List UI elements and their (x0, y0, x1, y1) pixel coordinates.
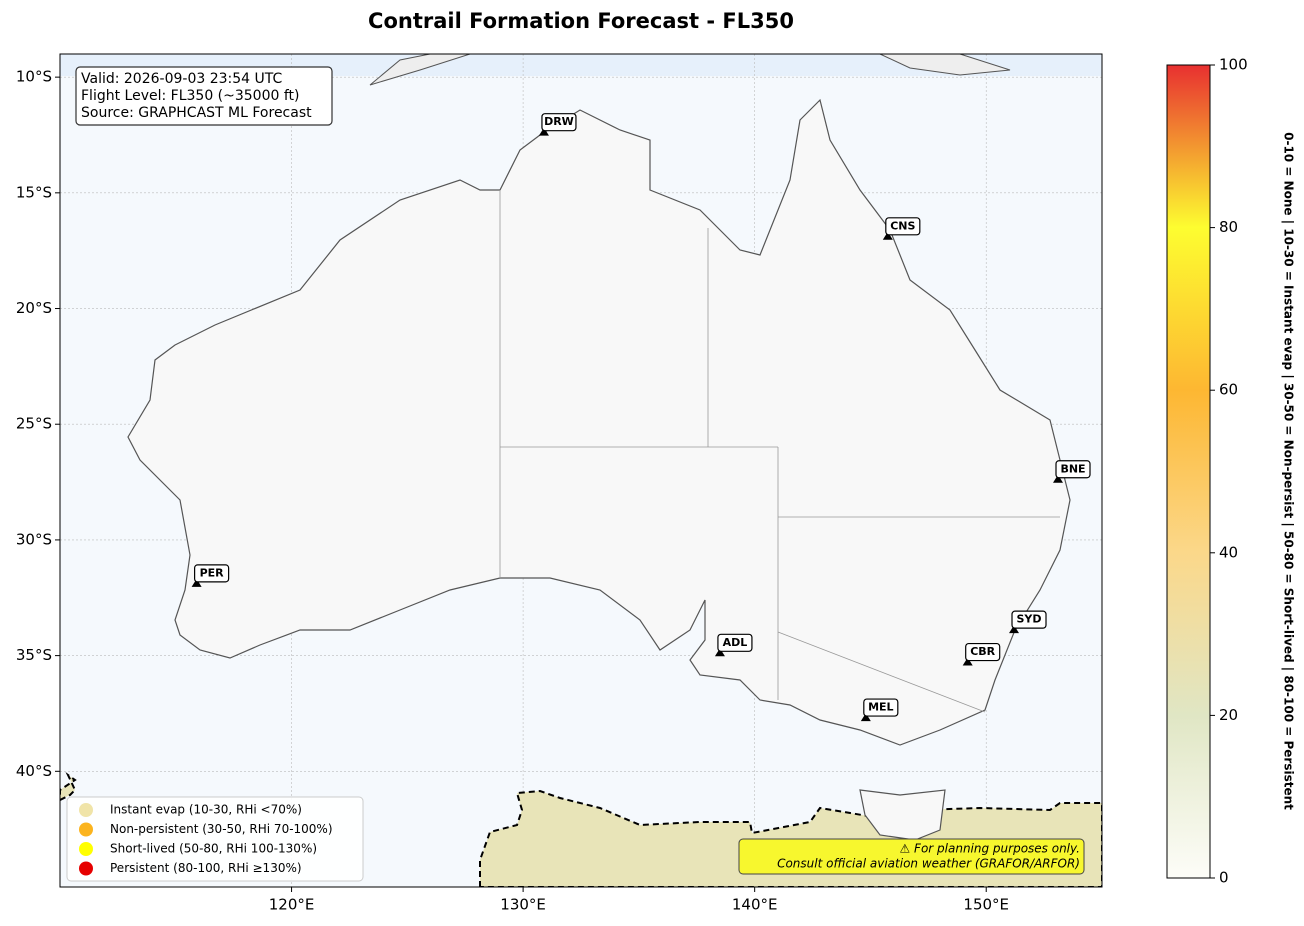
title: Contrail Formation Forecast - FL350 (368, 9, 794, 33)
airport-marker (1053, 474, 1064, 483)
airport-label-box (717, 633, 753, 652)
legend-marker (79, 803, 93, 817)
airport-marker (860, 713, 871, 722)
airport-label: MEL (868, 701, 893, 714)
y-tick-label: 20°S (16, 299, 52, 317)
airport-marker (882, 231, 893, 240)
airport-label: BNE (1060, 462, 1085, 475)
colorbar-tick-label: 20 (1219, 706, 1238, 724)
airport-marker (962, 657, 973, 666)
colorbar-tick-label: 40 (1219, 543, 1238, 561)
x-tick-label: 140°E (732, 896, 778, 914)
tasmania (859, 789, 946, 841)
legend-label: Non-persistent (30-50, RHi 70-100%) (110, 822, 333, 836)
airport-label: ADL (723, 636, 748, 649)
map-area: DRW CNS BNE PER SYD ADL CBR MEL (60, 54, 1102, 887)
airport-label: CNS (890, 219, 915, 232)
colorbar-tick-label: 60 (1219, 381, 1238, 399)
colorbar (1166, 64, 1211, 879)
y-tick-label: 15°S (16, 183, 52, 201)
australia-coast (127, 98, 1071, 746)
disclaimer: ⚠ For planning purposes only. (900, 842, 1080, 856)
legend-box (66, 796, 364, 882)
airport-marker (191, 578, 202, 587)
legend-label: Instant evap (10-30, RHi <70%) (110, 803, 302, 817)
state-borders (499, 190, 1060, 713)
x-tick-label: 130°E (500, 896, 546, 914)
legend-marker (79, 861, 93, 876)
airport-label: DRW (544, 115, 574, 128)
info-box (75, 66, 333, 126)
y-tick-label: 40°S (16, 762, 52, 780)
disclaimer-box (738, 838, 1085, 875)
northern-islands (369, 54, 1011, 86)
legend-marker (79, 822, 93, 837)
legend-marker (79, 842, 93, 856)
colorbar-tick-label: 100 (1219, 56, 1248, 74)
airport-label: CBR (970, 645, 995, 658)
y-tick-label: 35°S (16, 646, 52, 664)
y-tick-label: 30°S (16, 530, 52, 548)
airport-marker (1009, 625, 1020, 634)
info-line: Source: GRAPHCAST ML Forecast (81, 105, 312, 121)
airport-label-box (1055, 460, 1091, 479)
colorbar-tick-label: 80 (1219, 218, 1238, 236)
contrail-region-west (60, 771, 77, 802)
colorbar-label: 0-10 = None | 10-30 = Instant evap | 30-… (1282, 132, 1296, 810)
airport-marker (714, 648, 725, 657)
airport-label: SYD (1016, 613, 1041, 626)
info-line: Valid: 2026-09-03 23:54 UTC (81, 71, 282, 87)
airport-label-box (885, 217, 921, 236)
airport-marker (538, 127, 549, 136)
info-line: Flight Level: FL350 (~35000 ft) (81, 88, 300, 104)
airport-label-box (541, 113, 577, 132)
airport-label-box (1011, 610, 1047, 629)
colorbar-tick-label: 0 (1219, 869, 1229, 887)
y-tick-label: 25°S (16, 415, 52, 433)
x-tick-label: 150°E (963, 896, 1009, 914)
airport-label: PER (200, 566, 225, 579)
x-tick-label: 120°E (269, 896, 315, 914)
map-frame (59, 53, 1103, 888)
legend-label: Persistent (80-100, RHi ≥130%) (110, 861, 302, 875)
disclaimer: Consult official aviation weather (GRAFO… (777, 857, 1080, 871)
legend-label: Short-lived (50-80, RHi 100-130%) (110, 842, 317, 856)
airport-label-box (863, 698, 899, 717)
airport-label-box (965, 642, 1001, 662)
airport-label-box (194, 564, 230, 583)
y-tick-label: 10°S (16, 68, 52, 86)
